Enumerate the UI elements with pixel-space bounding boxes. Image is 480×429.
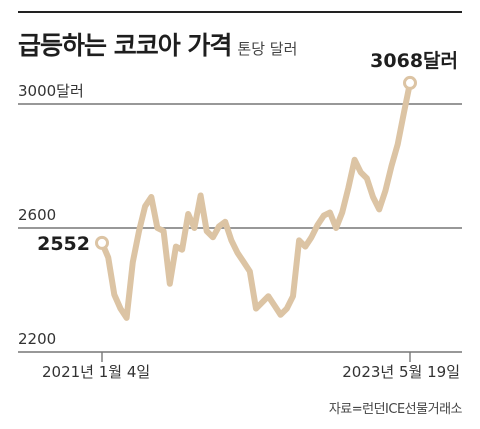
price-line <box>99 79 413 321</box>
unit-label: 톤당 달러 <box>237 40 298 58</box>
endpoint-markers <box>95 75 417 250</box>
title-block: 급등하는 코코아 가격 톤당 달러 <box>18 26 297 62</box>
x-axis: 2021년 1월 4일 2023년 5월 19일 <box>42 352 460 381</box>
y-tick-label-2600: 2600 <box>18 206 56 224</box>
x-tick-label-1: 2023년 5월 19일 <box>342 363 460 381</box>
y-tick-label-2200: 2200 <box>18 330 56 348</box>
y-tick-label-3000: 3000달러 <box>18 82 84 100</box>
endpoint-labels: 2552 3068달러 <box>37 50 458 255</box>
y-tick-labels: 3000달러 2600 2200 <box>18 82 84 348</box>
end-value-label: 3068달러 <box>370 50 458 72</box>
source-note: 자료=런던ICE선물거래소 <box>328 402 463 417</box>
x-tick-label-0: 2021년 1월 4일 <box>42 363 150 381</box>
gridlines <box>18 103 462 353</box>
start-value-label: 2552 <box>37 233 90 255</box>
chart-title: 급등하는 코코아 가격 <box>18 31 232 60</box>
start-marker <box>95 235 109 250</box>
end-marker <box>403 75 417 90</box>
